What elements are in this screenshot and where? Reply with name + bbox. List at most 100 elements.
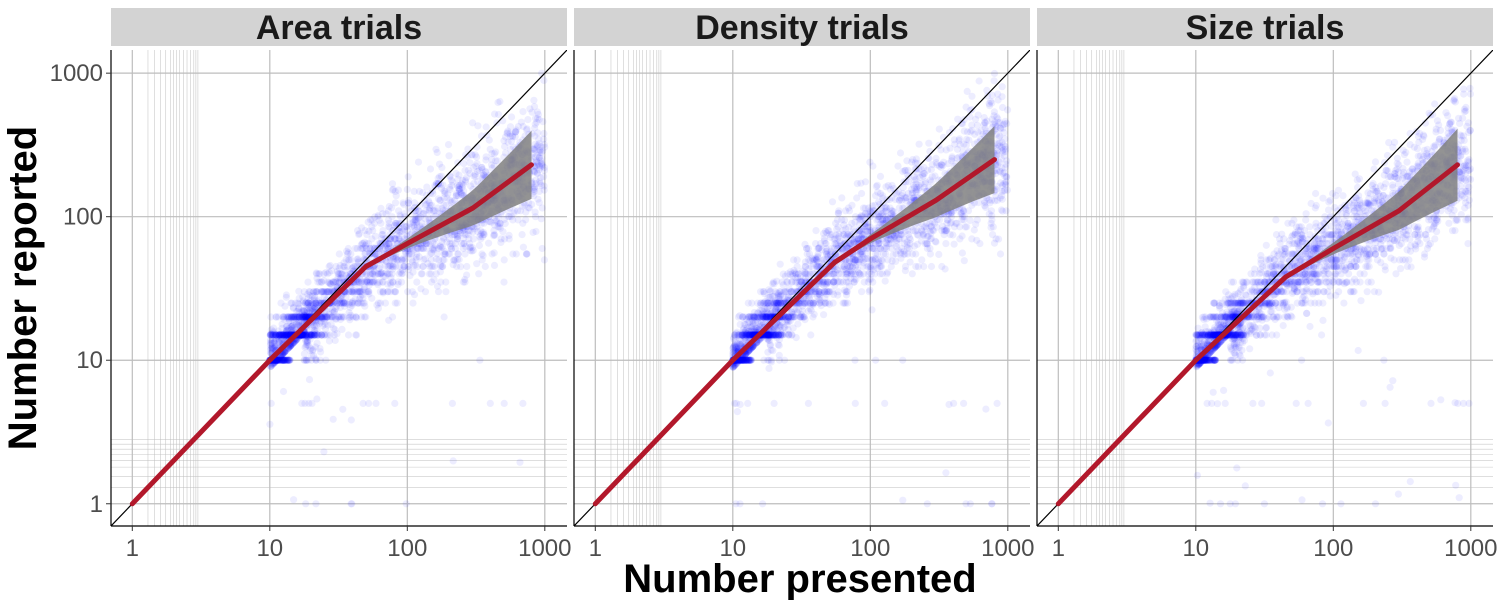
data-point xyxy=(278,335,286,343)
data-point xyxy=(355,288,363,296)
data-point xyxy=(283,331,291,339)
data-point xyxy=(529,228,537,236)
data-point xyxy=(820,256,828,264)
data-point xyxy=(441,187,449,196)
data-point xyxy=(789,272,797,280)
data-point xyxy=(430,276,438,284)
data-point xyxy=(412,253,421,261)
data-point xyxy=(361,227,369,235)
data-point xyxy=(898,231,906,239)
data-point xyxy=(303,313,311,321)
data-point xyxy=(999,121,1008,129)
data-point xyxy=(332,278,340,286)
data-point xyxy=(905,244,913,253)
data-point xyxy=(878,262,886,271)
data-point xyxy=(316,356,324,364)
data-point xyxy=(427,256,435,264)
data-point xyxy=(448,198,456,206)
data-point xyxy=(521,201,529,209)
data-point xyxy=(312,320,320,328)
data-point xyxy=(450,256,458,265)
data-point xyxy=(295,287,303,295)
data-point xyxy=(425,206,433,214)
data-point xyxy=(295,305,303,313)
data-point xyxy=(385,270,394,278)
data-point xyxy=(392,222,400,230)
data-point xyxy=(460,240,468,248)
gridlines xyxy=(111,50,567,526)
data-point xyxy=(318,313,327,321)
data-point xyxy=(308,399,316,407)
data-point xyxy=(294,307,302,315)
data-point xyxy=(410,223,418,231)
data-point xyxy=(410,246,418,254)
data-point xyxy=(419,189,427,197)
data-point xyxy=(391,199,400,207)
data-point xyxy=(269,345,277,353)
data-point xyxy=(769,326,777,334)
data-point xyxy=(323,313,331,321)
data-point xyxy=(320,293,328,301)
data-point xyxy=(364,218,372,226)
data-point xyxy=(269,327,278,335)
data-point xyxy=(327,288,335,296)
data-point xyxy=(281,302,289,310)
data-point xyxy=(384,288,392,296)
data-point xyxy=(536,162,544,170)
data-point xyxy=(505,235,513,243)
data-point xyxy=(279,331,287,339)
data-point xyxy=(344,256,352,264)
data-point xyxy=(345,313,353,322)
data-point xyxy=(846,240,854,248)
data-point xyxy=(280,331,289,339)
data-point xyxy=(773,299,781,307)
data-point xyxy=(788,331,796,339)
data-point xyxy=(398,219,406,227)
data-point xyxy=(478,163,486,172)
data-point xyxy=(365,290,373,298)
data-point xyxy=(775,292,784,300)
data-point xyxy=(317,318,325,326)
data-point xyxy=(379,288,387,296)
data-point xyxy=(813,292,821,300)
data-point xyxy=(733,331,742,339)
data-point xyxy=(490,150,498,158)
data-point xyxy=(345,256,353,264)
data-point xyxy=(313,297,321,305)
data-point xyxy=(454,175,462,183)
data-point xyxy=(466,243,475,251)
data-point xyxy=(375,216,383,224)
data-point xyxy=(535,140,543,148)
data-point xyxy=(448,240,456,248)
data-point xyxy=(848,219,856,227)
data-point xyxy=(318,331,326,339)
data-point xyxy=(387,274,395,282)
data-point xyxy=(1003,186,1012,194)
data-point xyxy=(373,250,381,258)
data-point xyxy=(272,331,280,339)
data-point xyxy=(881,277,889,285)
data-point xyxy=(345,309,353,317)
data-point xyxy=(746,356,754,364)
data-point xyxy=(530,183,539,191)
data-point xyxy=(844,204,853,212)
data-point xyxy=(272,331,280,339)
data-point xyxy=(385,240,393,248)
data-point xyxy=(813,262,821,271)
data-point xyxy=(281,313,289,321)
data-point xyxy=(306,331,314,339)
data-point xyxy=(283,331,291,340)
data-point xyxy=(457,263,465,271)
data-point xyxy=(423,200,431,209)
data-point xyxy=(312,299,320,307)
data-point xyxy=(793,309,802,317)
data-point xyxy=(757,313,765,321)
data-point xyxy=(505,212,514,221)
data-point xyxy=(361,242,369,250)
data-point xyxy=(442,288,450,296)
data-point xyxy=(937,161,946,169)
data-point xyxy=(391,219,400,227)
data-point xyxy=(305,331,313,339)
data-point xyxy=(769,306,777,314)
data-point xyxy=(763,304,771,312)
